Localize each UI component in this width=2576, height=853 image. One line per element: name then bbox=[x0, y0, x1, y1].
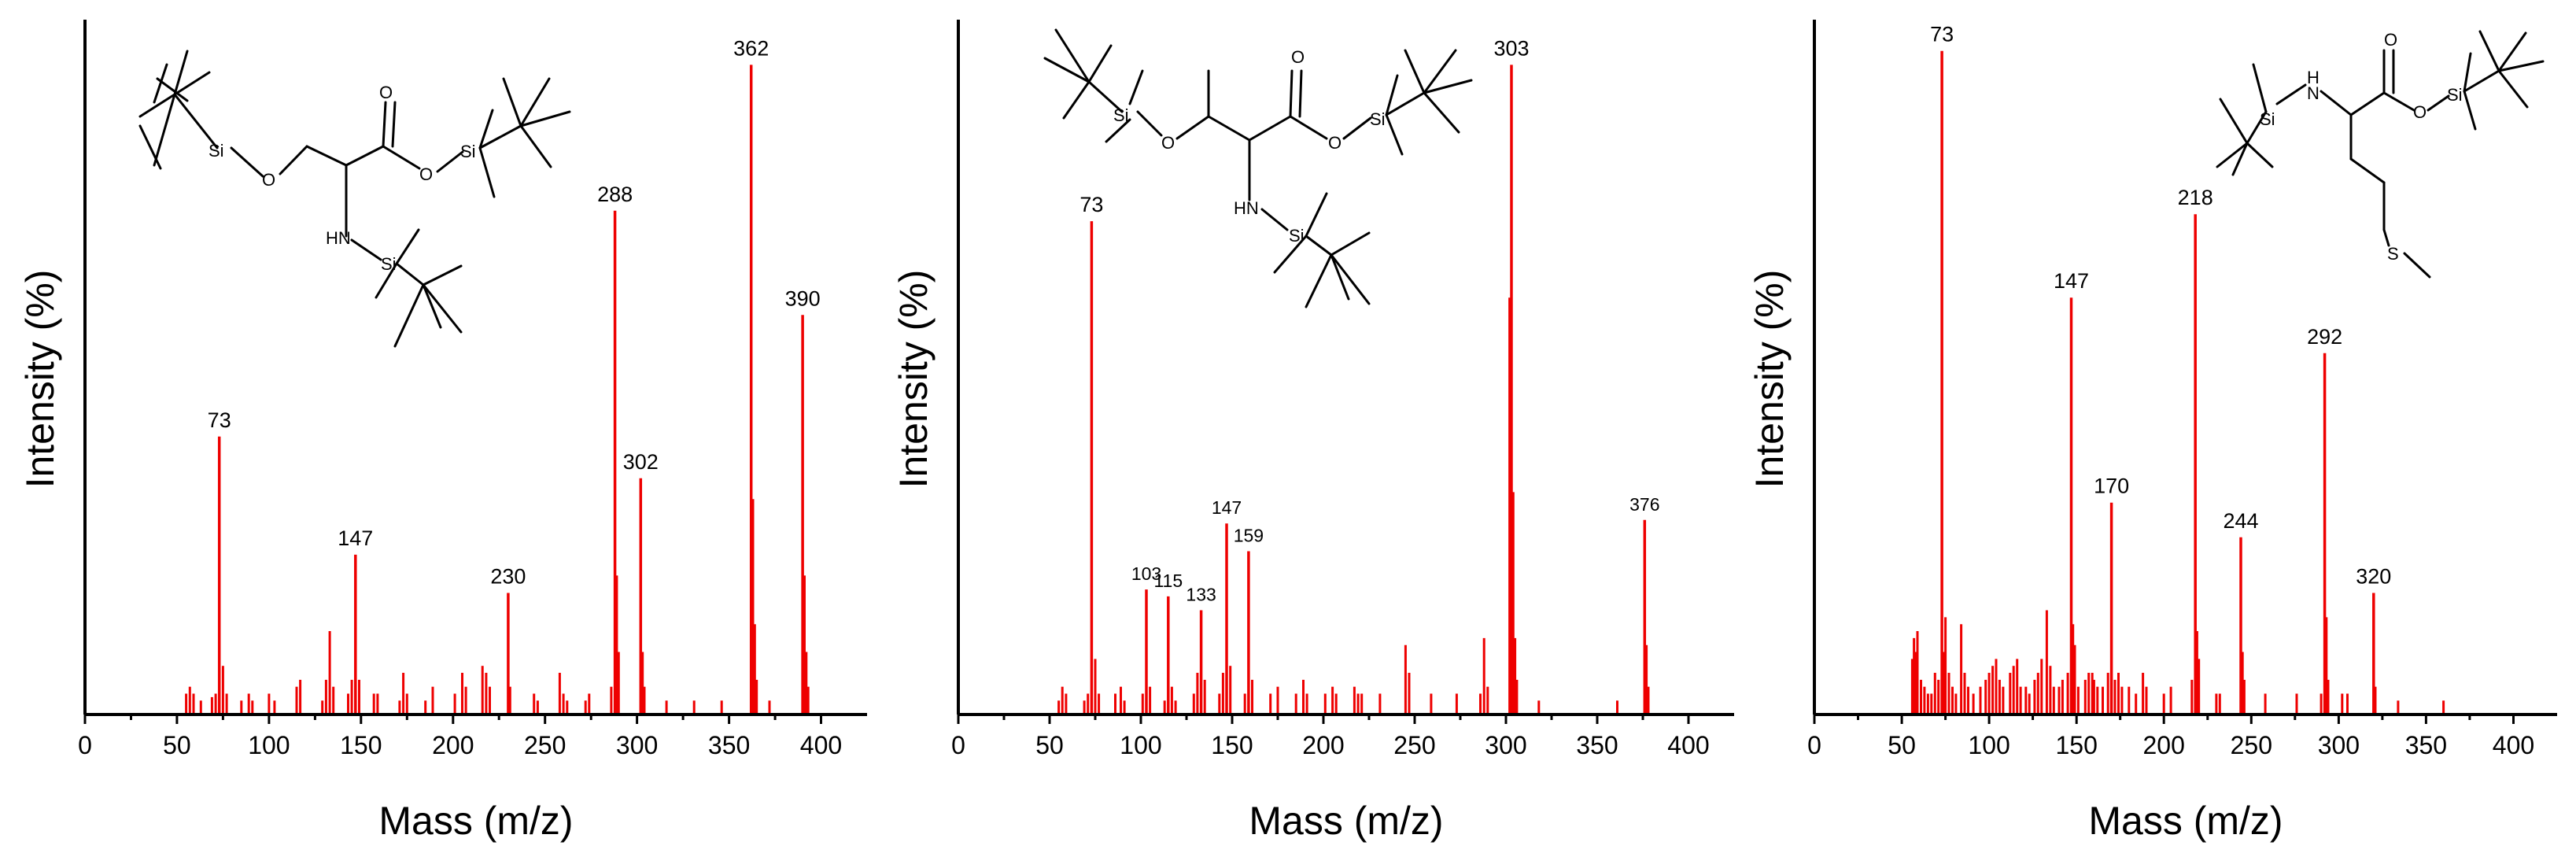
molecule-label: Si bbox=[2447, 85, 2463, 105]
molecule-label: O bbox=[262, 170, 275, 190]
x-tick-label: 250 bbox=[1393, 731, 1435, 759]
x-tick-label: 100 bbox=[1968, 731, 2010, 759]
x-axis-title: Mass (m/z) bbox=[2088, 799, 2283, 843]
peak-label: 147 bbox=[338, 526, 373, 550]
x-tick-label: 300 bbox=[2318, 731, 2360, 759]
x-tick-label: 100 bbox=[248, 731, 290, 759]
molecule-label: O bbox=[2384, 30, 2397, 50]
x-tick-label: 300 bbox=[616, 731, 658, 759]
x-tick-label: 100 bbox=[1120, 731, 1161, 759]
molecule-label: O bbox=[419, 164, 433, 184]
molecule-label: Si bbox=[1289, 226, 1305, 246]
x-tick-label: 50 bbox=[1035, 731, 1064, 759]
peak-label: 115 bbox=[1153, 571, 1183, 591]
molecule-label: O bbox=[379, 83, 393, 102]
peak-label: 218 bbox=[2178, 186, 2213, 209]
molecule-label: Si bbox=[460, 142, 476, 161]
peak-label: 376 bbox=[1629, 494, 1659, 515]
x-tick-label: 350 bbox=[2405, 731, 2447, 759]
peak-label: 73 bbox=[1079, 193, 1103, 216]
peak-label: 147 bbox=[2054, 269, 2089, 293]
spectrum-panel-1: Si O O Si O HN Si 73 147 230 288 302 362 390 0 5… bbox=[18, 20, 867, 843]
x-axis-title: Mass (m/z) bbox=[1249, 799, 1443, 843]
x-tick-label: 150 bbox=[340, 731, 382, 759]
peak-label: 302 bbox=[623, 450, 659, 474]
x-tick-label: 0 bbox=[78, 731, 92, 759]
peak-label: 320 bbox=[2356, 565, 2391, 589]
x-tick-label: 400 bbox=[2493, 731, 2534, 759]
x-tick-label: 200 bbox=[1302, 731, 1344, 759]
x-tick-label: 250 bbox=[2231, 731, 2272, 759]
x-tick-label: 400 bbox=[1667, 731, 1709, 759]
peak-label: 303 bbox=[1493, 36, 1529, 60]
peak-label: 288 bbox=[597, 183, 633, 206]
molecule-label: Si bbox=[209, 141, 224, 161]
molecule-label: HN bbox=[1234, 198, 1259, 218]
molecule-label: N bbox=[2307, 83, 2320, 103]
molecule-label: S bbox=[2387, 244, 2399, 264]
peak-label: 103 bbox=[1131, 563, 1161, 584]
peak-label: 244 bbox=[2223, 509, 2258, 533]
x-tick-label: 200 bbox=[2143, 731, 2185, 759]
peak-label: 230 bbox=[490, 565, 526, 589]
peak-label: 73 bbox=[208, 408, 231, 432]
molecule-label: Si bbox=[1113, 105, 1129, 125]
x-tick-label: 300 bbox=[1485, 731, 1526, 759]
x-tick-label: 400 bbox=[800, 731, 842, 759]
molecule-label: H bbox=[2307, 68, 2320, 87]
x-tick-label: 150 bbox=[2056, 731, 2098, 759]
molecule-label: Si bbox=[1370, 109, 1386, 129]
molecule-label: O bbox=[1328, 133, 1342, 153]
molecule-label: Si bbox=[2260, 109, 2275, 129]
x-tick-label: 350 bbox=[1576, 731, 1618, 759]
peak-label: 292 bbox=[2307, 325, 2342, 349]
molecule-label: O bbox=[2413, 102, 2427, 122]
molecule-structure-2: Si O O O Si HN Si bbox=[1043, 28, 1473, 308]
molecule-label: O bbox=[1161, 133, 1175, 153]
x-tick-label: 0 bbox=[951, 731, 965, 759]
molecule-structure-1: Si O O Si O HN Si bbox=[138, 50, 571, 348]
peak-label: 390 bbox=[785, 286, 821, 310]
peak-label: 133 bbox=[1186, 585, 1216, 605]
x-tick-label: 250 bbox=[524, 731, 566, 759]
x-axis-title: Mass (m/z) bbox=[378, 799, 573, 843]
y-axis-title: Intensity (%) bbox=[1747, 270, 1792, 489]
peak-label: 73 bbox=[1930, 23, 1954, 46]
peak-label: 170 bbox=[2094, 475, 2129, 498]
x-tick-label: 150 bbox=[1211, 731, 1253, 759]
y-axis-title: Intensity (%) bbox=[18, 270, 62, 489]
peak-label: 159 bbox=[1234, 526, 1264, 546]
molecule-label: Si bbox=[381, 254, 397, 274]
spectrum-panel-3: Si H N O O Si S 73 147 170 218 244 292 320 0 50 1… bbox=[1747, 20, 2557, 843]
molecule-label: O bbox=[1291, 47, 1305, 67]
x-tick-label: 200 bbox=[432, 731, 474, 759]
y-axis-title: Intensity (%) bbox=[891, 270, 936, 489]
x-tick-label: 50 bbox=[1888, 731, 1916, 759]
x-tick-label: 350 bbox=[708, 731, 750, 759]
peak-label: 362 bbox=[733, 36, 769, 60]
x-tick-label: 0 bbox=[1807, 731, 1821, 759]
x-tick-label: 50 bbox=[163, 731, 191, 759]
molecule-label: HN bbox=[326, 228, 351, 248]
peak-label: 147 bbox=[1212, 497, 1242, 518]
molecule-structure-3: Si H N O O Si S bbox=[2216, 30, 2545, 279]
